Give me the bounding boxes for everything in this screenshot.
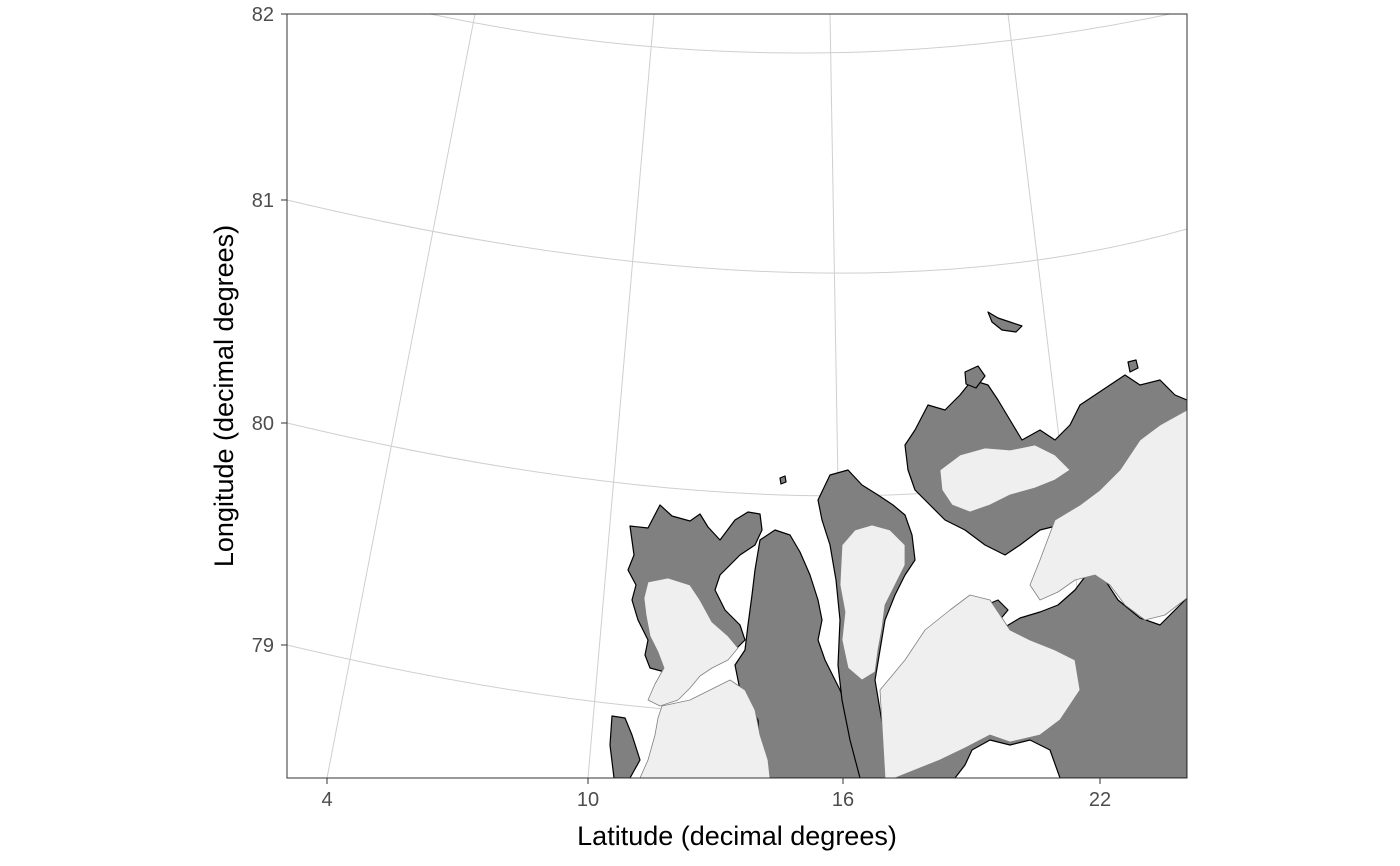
x-axis-title: Latitude (decimal degrees) [577, 821, 897, 851]
glacier-southwest [639, 679, 771, 778]
land-small-northern-islet [987, 311, 1023, 333]
glacier-west [643, 577, 739, 707]
panel-border [286, 13, 1188, 779]
y-tick-label: 82 [252, 4, 274, 26]
x-tick-label: 16 [832, 789, 854, 811]
glaciers [639, 409, 1187, 778]
land-small-islet [1127, 359, 1139, 373]
x-tick-label: 4 [321, 789, 332, 811]
y-axis-title: Longitude (decimal degrees) [209, 225, 239, 567]
x-axis: 4 10 16 22 [321, 778, 1111, 811]
parallel-line [287, 199, 1187, 274]
x-tick-label: 10 [577, 789, 599, 811]
land-small-islet [779, 475, 787, 485]
land-southwest-coast [609, 715, 641, 778]
glacier-east-central [839, 524, 906, 681]
y-tick-label: 80 [252, 413, 274, 435]
meridian-line [326, 14, 476, 778]
glacier-east-icecap [1029, 409, 1187, 621]
parallel-line [429, 14, 1171, 54]
glacier-northeast-icecap [939, 444, 1071, 513]
map-panel [287, 14, 1187, 778]
y-tick-label: 81 [252, 190, 274, 212]
meridian-line [587, 14, 655, 778]
land-small-islet [964, 365, 986, 389]
glacier-southeast [879, 594, 1081, 778]
x-tick-label: 22 [1089, 789, 1111, 811]
y-tick-label: 79 [252, 635, 274, 657]
y-axis: 79 80 81 82 [252, 4, 287, 657]
